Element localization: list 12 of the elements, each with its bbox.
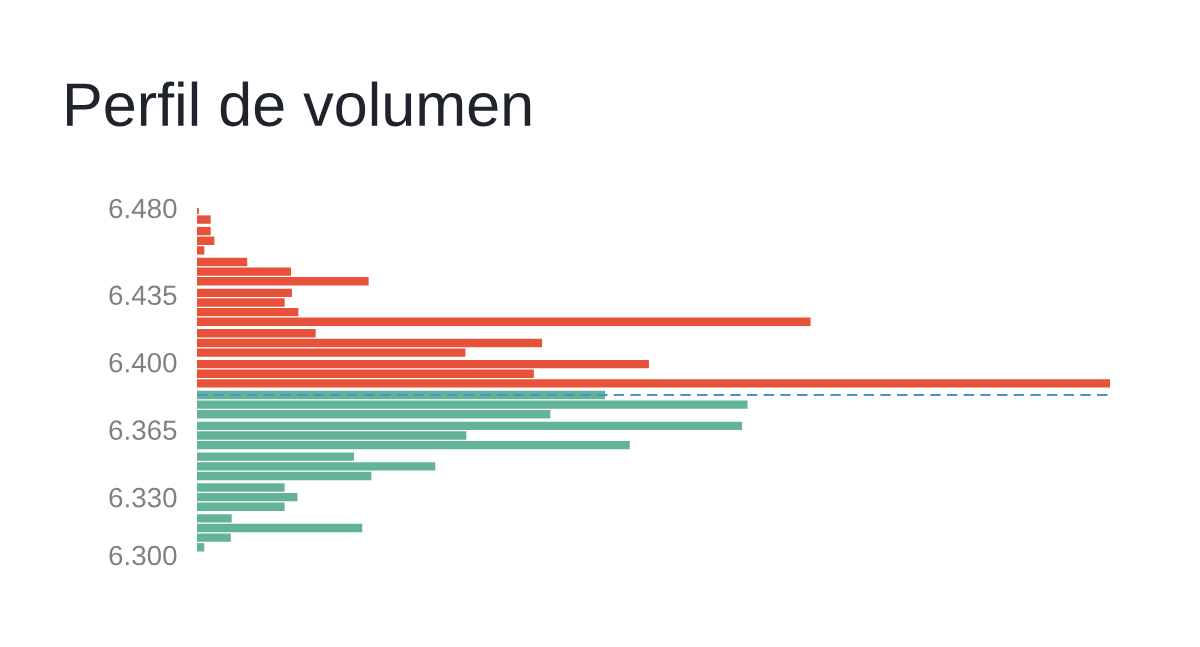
bar xyxy=(197,226,211,236)
chart-title: Perfil de volumen xyxy=(67,81,531,127)
y-tick-label: 6.365 xyxy=(109,420,177,441)
y-tick-label: 6.400 xyxy=(109,352,177,373)
y-tick-label: 6.480 xyxy=(109,198,177,219)
bar xyxy=(197,359,649,369)
bar xyxy=(197,329,316,338)
bar xyxy=(197,502,285,511)
bar xyxy=(197,317,811,326)
y-tick-label: 6.330 xyxy=(109,487,177,508)
y-tick-label: 6.300 xyxy=(109,545,177,566)
y-tick-label: 6.435 xyxy=(109,285,177,306)
